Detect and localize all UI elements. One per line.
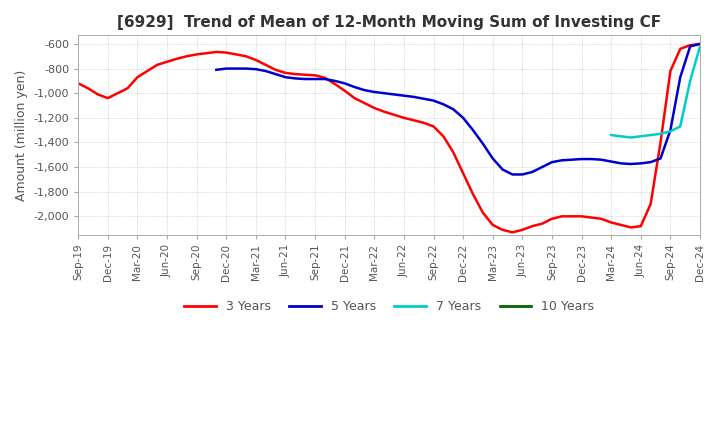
5 Years bbox=[212, 67, 221, 73]
7 Years bbox=[607, 132, 616, 138]
5 Years bbox=[676, 74, 685, 80]
5 Years bbox=[419, 96, 428, 101]
7 Years bbox=[636, 134, 645, 139]
5 Years bbox=[232, 66, 240, 71]
5 Years bbox=[261, 68, 270, 73]
5 Years bbox=[508, 172, 517, 177]
5 Years bbox=[686, 44, 695, 49]
5 Years bbox=[320, 77, 329, 82]
5 Years bbox=[518, 172, 526, 177]
5 Years bbox=[281, 74, 289, 80]
5 Years bbox=[597, 157, 606, 162]
7 Years bbox=[696, 44, 704, 49]
7 Years bbox=[656, 131, 665, 136]
Y-axis label: Amount (million yen): Amount (million yen) bbox=[15, 70, 28, 201]
Line: 5 Years: 5 Years bbox=[217, 44, 700, 175]
3 Years bbox=[696, 41, 704, 47]
5 Years bbox=[291, 76, 300, 81]
5 Years bbox=[626, 161, 635, 167]
7 Years bbox=[666, 129, 675, 134]
5 Years bbox=[360, 88, 369, 93]
5 Years bbox=[567, 157, 576, 162]
5 Years bbox=[330, 78, 339, 84]
3 Years bbox=[153, 62, 161, 67]
5 Years bbox=[380, 91, 389, 96]
5 Years bbox=[341, 81, 349, 86]
5 Years bbox=[410, 94, 418, 99]
5 Years bbox=[636, 161, 645, 166]
5 Years bbox=[498, 167, 507, 172]
7 Years bbox=[617, 134, 626, 139]
5 Years bbox=[488, 156, 497, 161]
5 Years bbox=[479, 141, 487, 147]
3 Years bbox=[469, 191, 477, 197]
5 Years bbox=[528, 169, 536, 175]
5 Years bbox=[656, 156, 665, 161]
5 Years bbox=[587, 157, 595, 162]
7 Years bbox=[676, 124, 685, 129]
5 Years bbox=[400, 93, 408, 98]
3 Years bbox=[508, 230, 517, 235]
5 Years bbox=[459, 115, 467, 121]
5 Years bbox=[666, 128, 675, 133]
Line: 7 Years: 7 Years bbox=[611, 46, 700, 138]
5 Years bbox=[429, 98, 438, 103]
5 Years bbox=[242, 66, 251, 71]
Legend: 3 Years, 5 Years, 7 Years, 10 Years: 3 Years, 5 Years, 7 Years, 10 Years bbox=[179, 295, 599, 318]
5 Years bbox=[390, 92, 398, 97]
5 Years bbox=[557, 158, 566, 163]
5 Years bbox=[311, 77, 320, 82]
5 Years bbox=[350, 84, 359, 90]
5 Years bbox=[577, 157, 586, 162]
5 Years bbox=[370, 89, 379, 95]
5 Years bbox=[607, 159, 616, 164]
7 Years bbox=[686, 78, 695, 84]
5 Years bbox=[449, 106, 458, 112]
7 Years bbox=[647, 132, 655, 138]
5 Years bbox=[538, 165, 546, 170]
3 Years bbox=[330, 81, 339, 87]
3 Years bbox=[380, 109, 389, 114]
3 Years bbox=[74, 81, 83, 86]
5 Years bbox=[696, 41, 704, 47]
5 Years bbox=[548, 160, 557, 165]
5 Years bbox=[222, 66, 230, 71]
Line: 3 Years: 3 Years bbox=[78, 44, 700, 232]
5 Years bbox=[251, 66, 260, 72]
5 Years bbox=[301, 77, 310, 82]
5 Years bbox=[647, 160, 655, 165]
5 Years bbox=[469, 128, 477, 133]
7 Years bbox=[626, 135, 635, 140]
5 Years bbox=[617, 161, 626, 166]
3 Years bbox=[479, 210, 487, 215]
Title: [6929]  Trend of Mean of 12-Month Moving Sum of Investing CF: [6929] Trend of Mean of 12-Month Moving … bbox=[117, 15, 661, 30]
3 Years bbox=[419, 120, 428, 125]
5 Years bbox=[271, 71, 280, 77]
5 Years bbox=[439, 102, 448, 107]
